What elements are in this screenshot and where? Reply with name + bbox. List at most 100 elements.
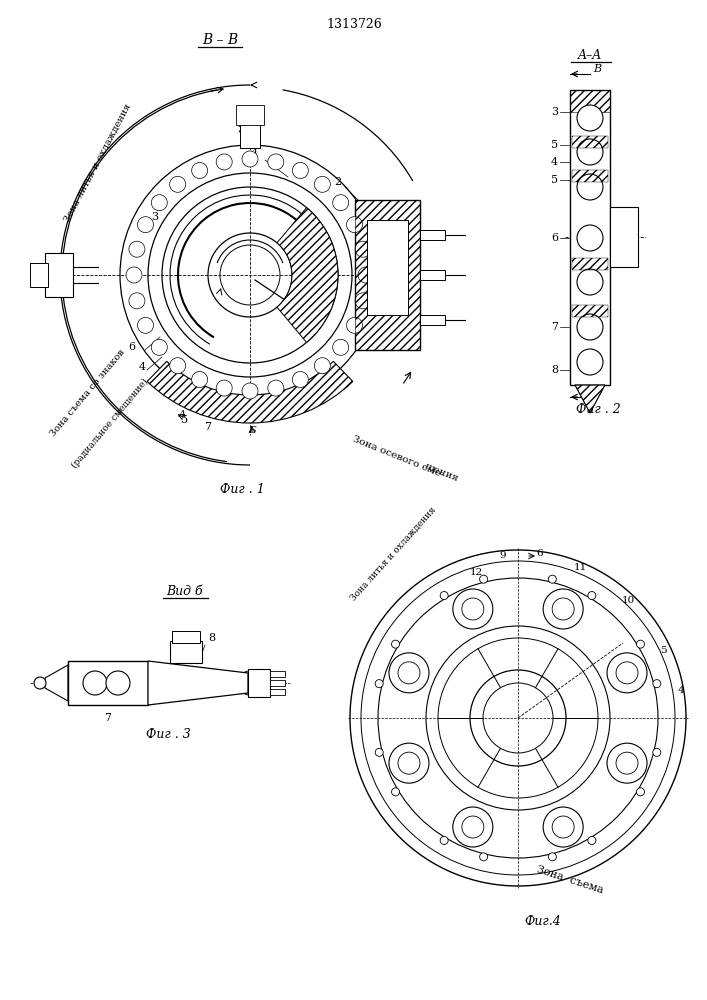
Circle shape [268, 154, 284, 170]
Circle shape [315, 358, 330, 374]
Circle shape [577, 269, 603, 295]
Circle shape [577, 225, 603, 251]
Circle shape [208, 233, 292, 317]
Text: 6: 6 [537, 549, 543, 558]
Text: 1: 1 [252, 149, 259, 159]
Text: 1313726: 1313726 [326, 18, 382, 31]
Text: 4: 4 [678, 686, 684, 695]
Circle shape [333, 339, 349, 355]
Text: щения: щения [423, 461, 460, 483]
Text: 12: 12 [469, 568, 483, 577]
Circle shape [333, 195, 349, 211]
Bar [572, 305, 608, 317]
Text: 3: 3 [551, 107, 558, 117]
Text: Фиг . 3: Фиг . 3 [146, 728, 190, 741]
Circle shape [34, 677, 46, 689]
Text: 5: 5 [660, 646, 666, 655]
Circle shape [398, 662, 420, 684]
Text: 5: 5 [182, 415, 189, 425]
Text: Фиг.4: Фиг.4 [525, 915, 561, 928]
Circle shape [292, 372, 308, 388]
Circle shape [148, 173, 352, 377]
Circle shape [552, 816, 574, 838]
Circle shape [216, 154, 232, 170]
Text: A: A [238, 120, 245, 129]
Bar [355, 200, 420, 350]
Text: Б: Б [248, 426, 256, 435]
Bar [172, 631, 200, 643]
Circle shape [392, 640, 399, 648]
Circle shape [607, 653, 647, 693]
Text: 5: 5 [551, 140, 558, 150]
Polygon shape [148, 661, 248, 705]
Circle shape [375, 680, 383, 688]
Circle shape [438, 638, 598, 798]
Bar [570, 90, 610, 112]
Circle shape [552, 598, 574, 620]
Circle shape [120, 145, 380, 405]
Bar [270, 680, 285, 686]
Circle shape [653, 748, 661, 756]
Circle shape [378, 578, 658, 858]
Circle shape [479, 853, 488, 861]
Circle shape [588, 836, 596, 844]
Circle shape [543, 589, 583, 629]
Circle shape [616, 752, 638, 774]
Bar [270, 689, 285, 695]
Circle shape [242, 151, 258, 167]
Circle shape [375, 748, 383, 756]
Circle shape [543, 807, 583, 847]
Wedge shape [277, 208, 338, 342]
Text: Зона  съема: Зона съема [535, 864, 604, 895]
Circle shape [137, 217, 153, 233]
Bar [270, 671, 285, 677]
Text: A: A [178, 410, 185, 419]
Circle shape [462, 598, 484, 620]
Circle shape [292, 162, 308, 178]
Text: Фиг . 2: Фиг . 2 [575, 403, 620, 416]
Circle shape [577, 349, 603, 375]
Circle shape [577, 314, 603, 340]
Circle shape [577, 139, 603, 165]
Circle shape [549, 853, 556, 861]
Bar [367, 220, 408, 315]
Circle shape [170, 176, 186, 192]
Circle shape [479, 575, 488, 583]
Text: Зона литья и охлаждения: Зона литья и охлаждения [349, 505, 438, 602]
Text: Вид б: Вид б [167, 585, 204, 598]
Wedge shape [147, 361, 353, 423]
Circle shape [440, 592, 448, 600]
Circle shape [151, 195, 168, 211]
Bar [68, 661, 148, 705]
Circle shape [549, 575, 556, 583]
Text: A–A: A–A [578, 49, 602, 62]
Text: 4: 4 [551, 157, 558, 167]
Circle shape [453, 589, 493, 629]
Bar [30, 263, 48, 287]
Circle shape [170, 358, 186, 374]
Circle shape [355, 293, 371, 309]
Text: B – B: B – B [202, 33, 238, 47]
Polygon shape [575, 385, 605, 413]
Circle shape [470, 670, 566, 766]
Text: 7: 7 [105, 713, 112, 723]
Bar [570, 90, 610, 385]
Circle shape [315, 176, 330, 192]
Circle shape [346, 217, 363, 233]
Circle shape [355, 241, 371, 257]
Text: B: B [593, 387, 601, 397]
Text: B: B [593, 64, 601, 74]
Circle shape [462, 816, 484, 838]
Polygon shape [45, 665, 68, 701]
Circle shape [453, 807, 493, 847]
Bar [572, 258, 608, 270]
Text: Зона осевого сме-: Зона осевого сме- [351, 435, 445, 479]
Circle shape [216, 380, 232, 396]
Circle shape [129, 293, 145, 309]
Text: 3: 3 [151, 212, 158, 222]
Text: 4: 4 [139, 362, 146, 372]
Circle shape [137, 317, 153, 333]
Bar [420, 270, 445, 280]
Text: 9: 9 [500, 551, 506, 560]
Text: 2: 2 [334, 177, 341, 187]
